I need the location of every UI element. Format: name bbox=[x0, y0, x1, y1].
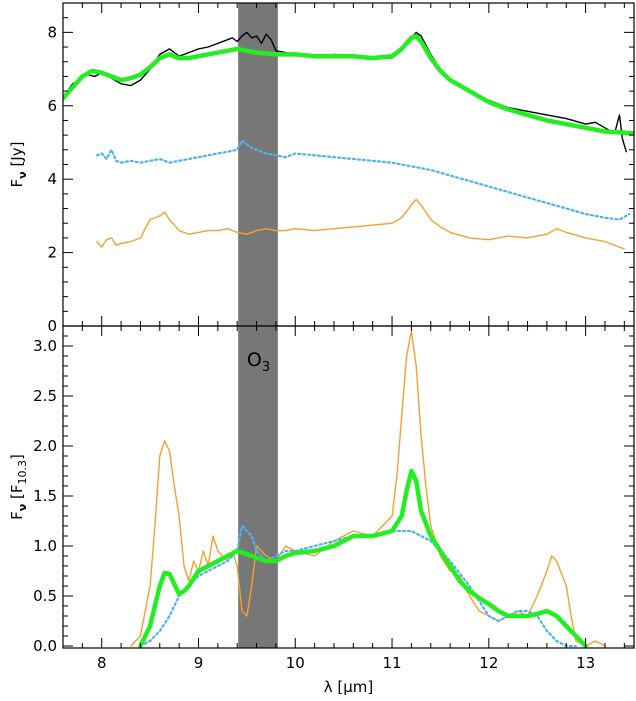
x-tick-label: 13 bbox=[576, 654, 595, 672]
series-line-3 bbox=[95, 139, 631, 221]
y-tick-label: 2.0 bbox=[33, 437, 57, 455]
y-tick-label: 2 bbox=[47, 244, 57, 262]
y-tick-label: 0.5 bbox=[33, 587, 57, 605]
y-axis-title: Fν [Jy] bbox=[8, 142, 29, 188]
ozone-label-main: O bbox=[247, 349, 262, 371]
axes-frame bbox=[62, 325, 635, 649]
x-tick-label: 8 bbox=[97, 654, 107, 672]
x-axis-title: λ [μm] bbox=[324, 678, 374, 696]
series-line-2 bbox=[139, 524, 578, 648]
y-axis-title: Fν [F10.3] bbox=[8, 454, 29, 520]
series-line-3 bbox=[138, 468, 588, 648]
y-axis-title-sub: ν bbox=[16, 504, 29, 512]
y-axis-title-sub: ν bbox=[16, 171, 29, 179]
y-tick-label: 0 bbox=[47, 317, 57, 335]
bottom-panel: 0.0 0.5 1.0 1.5 2.0 2.5 3.0 8 9 10 11 12 13 λ [μm] Fν … bbox=[8, 325, 635, 696]
series-line-1 bbox=[64, 31, 627, 153]
y-tick-label: 3.0 bbox=[33, 337, 57, 355]
x-tick-label: 11 bbox=[383, 654, 402, 672]
y-tick-label: 2.5 bbox=[33, 387, 57, 405]
y-tick-label: 4 bbox=[47, 170, 57, 188]
x-tick-label: 10 bbox=[286, 654, 305, 672]
y-tick-label: 6 bbox=[47, 97, 57, 115]
x-tick-label: 12 bbox=[479, 654, 498, 672]
ozone-band bbox=[238, 3, 278, 326]
top-panel: 0 2 4 6 8 Fν [Jy] bbox=[8, 2, 635, 335]
ozone-label: O3 bbox=[247, 349, 270, 375]
y-axis-title-unit: [Jy] bbox=[8, 142, 26, 172]
y-tick-label: 1.0 bbox=[33, 537, 57, 555]
x-tick-label: 9 bbox=[194, 654, 204, 672]
y-axis-title-close: ] bbox=[8, 454, 26, 460]
series-line-4 bbox=[96, 198, 625, 250]
y-axis-title-unit: [F bbox=[8, 484, 26, 503]
ozone-label-sub: 3 bbox=[262, 360, 270, 375]
y-tick-label: 0.0 bbox=[33, 637, 57, 655]
axes-frame bbox=[62, 2, 635, 327]
y-axis-title-main: F bbox=[8, 179, 26, 188]
series-line-1 bbox=[129, 330, 606, 647]
y-axis-title-main: F bbox=[8, 511, 26, 520]
series-line-2 bbox=[63, 33, 634, 136]
y-axis-title-unit-sub: 10.3 bbox=[16, 460, 29, 485]
y-tick-label: 8 bbox=[47, 23, 57, 41]
y-tick-label: 1.5 bbox=[33, 487, 57, 505]
ozone-band bbox=[238, 326, 278, 648]
